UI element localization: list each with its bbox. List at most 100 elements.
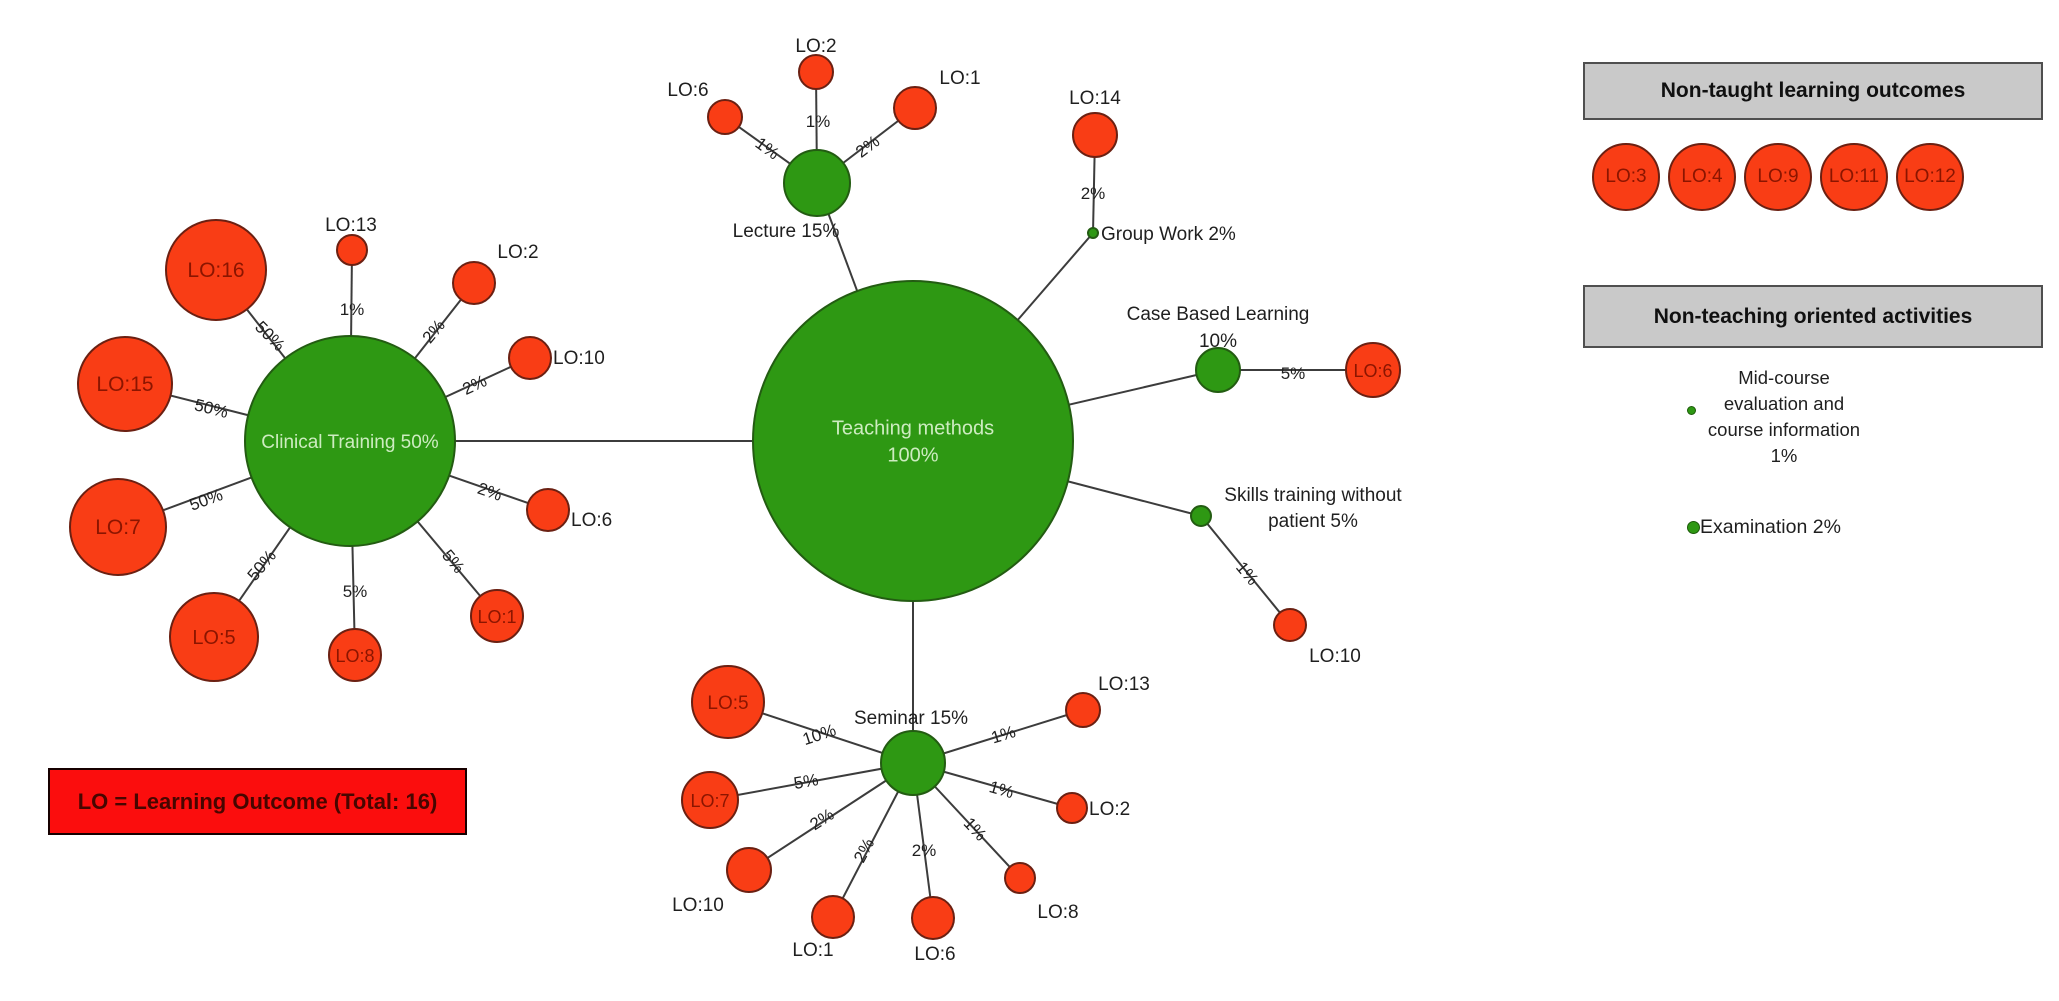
label-seminar-lo13: LO:13	[1098, 674, 1150, 695]
edge-label-clinical-c15: 50%	[193, 395, 231, 422]
edge-label-clinical-c6: 2%	[475, 479, 504, 505]
label-method-skills-training: Skills training without	[1224, 485, 1402, 506]
label-clinical-lo15: LO:15	[96, 373, 153, 396]
node-seminar-lo8	[1004, 862, 1036, 894]
label-method-lecture: Lecture 15%	[733, 221, 840, 242]
node-skills-lo10	[1273, 608, 1307, 642]
edge-label-clinical-c8: 5%	[343, 582, 368, 601]
mid-course-activity: Mid-course evaluation and course informa…	[1684, 365, 1884, 469]
examination-activity: Examination 2%	[1700, 516, 1841, 538]
label-seminar-lo10: LO:10	[672, 895, 724, 916]
label-method-group-work: Group Work 2%	[1101, 224, 1236, 245]
label-clinical-lo2: LO:2	[497, 242, 538, 263]
edge-label-clinical-c13: 1%	[340, 300, 365, 319]
label-clinical-lo6: LO:6	[571, 510, 612, 531]
node-method-clinical-training	[244, 335, 456, 547]
edge-skills-s10	[1200, 515, 1291, 626]
legend-box: LO = Learning Outcome (Total: 16)	[48, 768, 467, 835]
node-lecture-lo1	[893, 86, 937, 130]
label-seminar-lo7: LO:7	[690, 791, 729, 811]
node-clinical-lo8	[328, 628, 382, 682]
non-taught-lo9: LO:9	[1744, 143, 1812, 211]
label-skills-lo10: LO:10	[1309, 646, 1361, 667]
node-clinical-lo10	[508, 336, 552, 380]
label-seminar-lo5: LO:5	[707, 693, 748, 714]
node-hub-teaching-methods	[752, 280, 1074, 602]
mid-course-line-1: Mid-course	[1738, 367, 1830, 388]
label-group-work-lo14: LO:14	[1069, 88, 1121, 109]
node-seminar-lo13	[1065, 692, 1101, 728]
label-hub-teaching-methods: 100%	[887, 445, 938, 467]
edge-label-seminar-se2: 1%	[987, 777, 1016, 802]
node-lecture-lo6	[707, 99, 743, 135]
node-method-case-based-learning	[1195, 347, 1241, 393]
node-method-skills-training	[1190, 505, 1212, 527]
node-seminar-lo2	[1056, 792, 1088, 824]
label-seminar-lo2: LO:2	[1089, 799, 1130, 820]
edge-label-groupwork-g14: 2%	[1081, 184, 1106, 203]
label-method-case-based-learning: 10%	[1199, 331, 1237, 352]
node-clinical-lo13	[336, 234, 368, 266]
mid-course-dot	[1687, 406, 1696, 415]
mid-course-percent: 1%	[1770, 445, 1798, 466]
mid-course-line-3: course information	[1707, 419, 1861, 440]
edge-seminar-se7	[709, 762, 914, 801]
label-seminar-lo6: LO:6	[914, 944, 955, 965]
edge-label-lecture-l6: 1%	[752, 134, 783, 164]
node-method-seminar	[880, 730, 946, 796]
edge-label-seminar-se7: 5%	[792, 770, 820, 793]
edge-label-seminar-se13: 1%	[989, 722, 1018, 747]
node-clinical-lo5	[169, 592, 259, 682]
node-lecture-lo2	[798, 54, 834, 90]
edge-label-seminar-se6: 2%	[912, 841, 937, 860]
non-taught-lo11: LO:11	[1820, 143, 1888, 211]
label-lecture-lo6: LO:6	[667, 80, 708, 101]
node-case-based-lo6	[1345, 342, 1401, 398]
non-teaching-activities-header: Non-teaching oriented activities	[1583, 285, 2043, 348]
label-clinical-lo7: LO:7	[95, 516, 141, 539]
node-seminar-lo7	[681, 771, 739, 829]
label-lecture-lo2: LO:2	[795, 36, 836, 57]
label-clinical-lo8: LO:8	[335, 646, 374, 666]
non-taught-lo3: LO:3	[1592, 143, 1660, 211]
label-clinical-lo16: LO:16	[187, 259, 244, 282]
label-lecture-lo1: LO:1	[939, 68, 980, 89]
node-method-lecture	[783, 149, 851, 217]
node-method-group-work	[1087, 227, 1099, 239]
edge-label-clinical-c5: 50%	[244, 546, 280, 584]
node-seminar-lo1	[811, 895, 855, 939]
label-case-based-lo6: LO:6	[1353, 361, 1392, 381]
node-clinical-lo7	[69, 478, 167, 576]
non-taught-lo4: LO:4	[1668, 143, 1736, 211]
label-method-clinical-training: Clinical Training 50%	[261, 432, 439, 453]
edge-label-lecture-l2: 1%	[806, 112, 831, 131]
edge-label-seminar-se5: 10%	[800, 720, 838, 749]
non-taught-outcomes-header: Non-taught learning outcomes	[1583, 62, 2043, 120]
label-seminar-lo8: LO:8	[1037, 902, 1078, 923]
label-method-case-based-learning: Case Based Learning	[1127, 304, 1310, 325]
node-seminar-lo10	[726, 847, 772, 893]
node-seminar-lo6	[911, 896, 955, 940]
label-method-seminar: Seminar 15%	[854, 708, 968, 729]
label-seminar-lo1: LO:1	[792, 940, 833, 961]
node-clinical-lo1	[470, 589, 524, 643]
label-clinical-lo5: LO:5	[192, 627, 235, 649]
legend-text: LO = Learning Outcome (Total: 16)	[77, 788, 438, 814]
node-group-work-lo14	[1072, 112, 1118, 158]
mid-course-line-2: evaluation and	[1723, 393, 1845, 414]
examination-dot	[1687, 521, 1700, 534]
node-clinical-lo16	[165, 219, 267, 321]
label-hub-teaching-methods: Teaching methods	[832, 418, 994, 440]
node-clinical-lo2	[452, 261, 496, 305]
edge-label-casebased-cb6: 5%	[1281, 364, 1306, 383]
node-seminar-lo5	[691, 665, 765, 739]
edge-label-clinical-c7: 50%	[187, 485, 225, 514]
label-clinical-lo13: LO:13	[325, 215, 377, 236]
non-taught-lo12: LO:12	[1896, 143, 1964, 211]
label-clinical-lo1: LO:1	[477, 607, 516, 627]
node-clinical-lo6	[526, 488, 570, 532]
edge-label-clinical-c10: 2%	[460, 371, 490, 399]
label-clinical-lo10: LO:10	[553, 348, 605, 369]
